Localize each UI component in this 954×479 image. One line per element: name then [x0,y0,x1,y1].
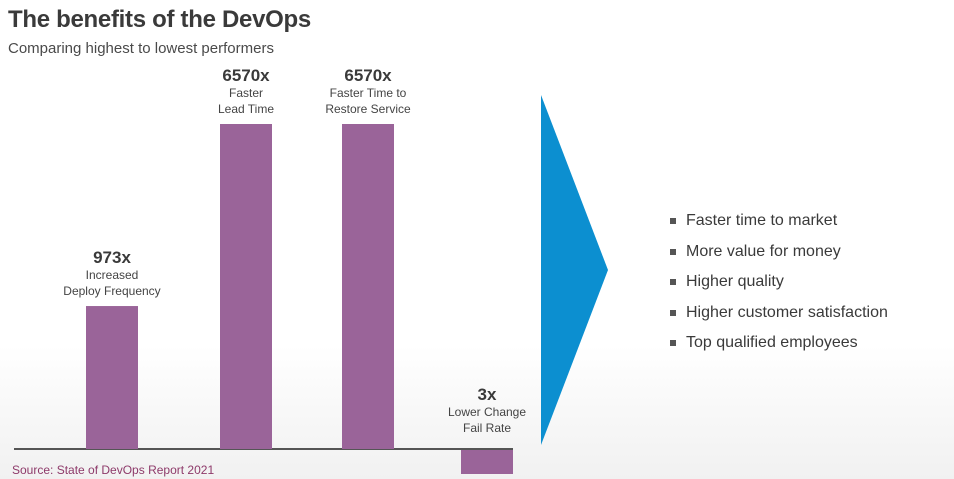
arrow-chevron-icon [541,95,608,445]
bar-category-label: Lead Time [218,102,274,116]
benefit-label: More value for money [686,242,841,260]
bullet-square-icon [670,340,676,347]
bar-category-label: Lower Change [448,405,526,419]
bullet-square-icon [670,309,676,316]
bar [461,450,513,474]
source-note: Source: State of DevOps Report 2021 [12,463,215,477]
bar-category-label: Increased [86,268,139,282]
bar [220,124,272,449]
benefit-label: Higher quality [686,273,784,291]
benefit-item: More value for money [670,237,888,268]
bar-value-label: 3x [478,385,497,404]
bullet-square-icon [670,248,676,255]
benefit-label: Faster time to market [686,212,838,230]
bar-category-label: Faster Time to [330,86,407,100]
page-title: The benefits of the DevOps [8,6,311,33]
page-subtitle: Comparing highest to lowest performers [8,40,274,57]
bar-value-label: 6570x [222,66,270,85]
bar-category-label: Deploy Frequency [63,284,160,298]
benefit-label: Top qualified employees [686,334,858,352]
benefits-list: Faster time to market More value for mon… [670,206,888,359]
benefit-item: Top qualified employees [670,328,888,359]
bullet-square-icon [670,279,676,286]
bar-category-label: Restore Service [325,102,411,116]
bar [342,124,394,449]
bar [86,306,138,449]
bar-category-label: Fail Rate [463,421,511,435]
benefit-item: Higher customer satisfaction [670,298,888,329]
benefit-item: Higher quality [670,267,888,298]
bar-category-label: Faster [229,86,263,100]
benefit-item: Faster time to market [670,206,888,237]
bar-value-label: 973x [93,248,131,267]
bar-value-label: 6570x [344,66,392,85]
benefit-label: Higher customer satisfaction [686,303,888,321]
bullet-square-icon [670,218,676,225]
